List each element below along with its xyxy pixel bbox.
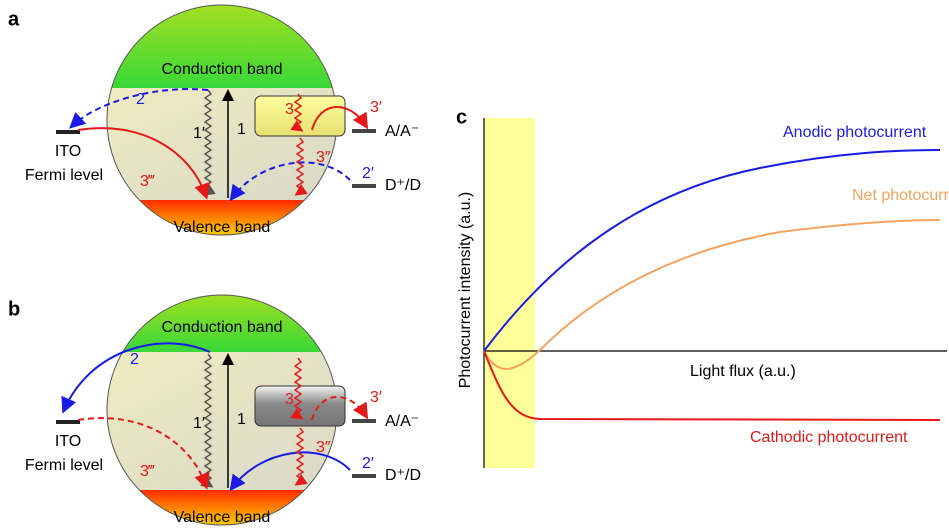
- x-axis-label: Light flux (a.u.): [690, 363, 796, 380]
- acceptor-label: A/A⁻: [385, 413, 419, 430]
- curve-label: Anodic photocurrent: [783, 124, 927, 141]
- label-1p: 1′: [193, 125, 205, 142]
- conduction-band-label: Conduction band: [162, 319, 283, 336]
- valence-band-label: Valence band: [174, 509, 271, 526]
- label-3p: 3′: [370, 389, 382, 406]
- curve: [484, 150, 940, 351]
- donor-label: D⁺/D: [385, 467, 421, 484]
- label-2p: 2′: [362, 165, 374, 182]
- panel-label: b: [8, 298, 20, 320]
- donor-label: D⁺/D: [385, 177, 421, 194]
- label-2: 2: [136, 91, 145, 108]
- panel-label: a: [8, 8, 20, 30]
- label-3: 3: [285, 101, 294, 118]
- panel: a Conduction band Valence band ITO Fermi lev…: [8, 0, 421, 240]
- ito-label: ITO: [55, 433, 81, 450]
- trap-state: [255, 386, 345, 426]
- label-2: 2: [130, 351, 139, 368]
- curve-label: Net photocurrent: [852, 187, 949, 204]
- panel-label: c: [456, 106, 467, 128]
- figure: a Conduction band Valence band ITO Fermi lev…: [0, 0, 949, 530]
- label-1p: 1′: [193, 415, 205, 432]
- conduction-band-label: Conduction band: [162, 61, 283, 78]
- curve-label: Cathodic photocurrent: [750, 429, 908, 446]
- label-1: 1: [237, 121, 246, 138]
- fermi-label: Fermi level: [25, 457, 103, 474]
- label-3pp: 3″: [316, 439, 331, 456]
- acceptor-label: A/A⁻: [385, 123, 419, 140]
- y-axis-label: Photocurrent intensity (a.u.): [457, 192, 474, 389]
- label-1: 1: [237, 411, 246, 428]
- curve: [484, 351, 940, 420]
- label-3ppp: 3‴: [140, 463, 155, 480]
- label-3pp: 3″: [316, 149, 331, 166]
- valence-band-label: Valence band: [174, 219, 271, 236]
- panel: b Conduction band Valence band ITO Fermi lev…: [8, 290, 421, 530]
- fermi-label: Fermi level: [25, 167, 103, 184]
- label-3p: 3′: [370, 99, 382, 116]
- label-3: 3: [285, 391, 294, 408]
- label-2p: 2′: [362, 455, 374, 472]
- curve: [484, 220, 940, 369]
- ito-label: ITO: [55, 143, 81, 160]
- label-3ppp: 3‴: [140, 173, 155, 190]
